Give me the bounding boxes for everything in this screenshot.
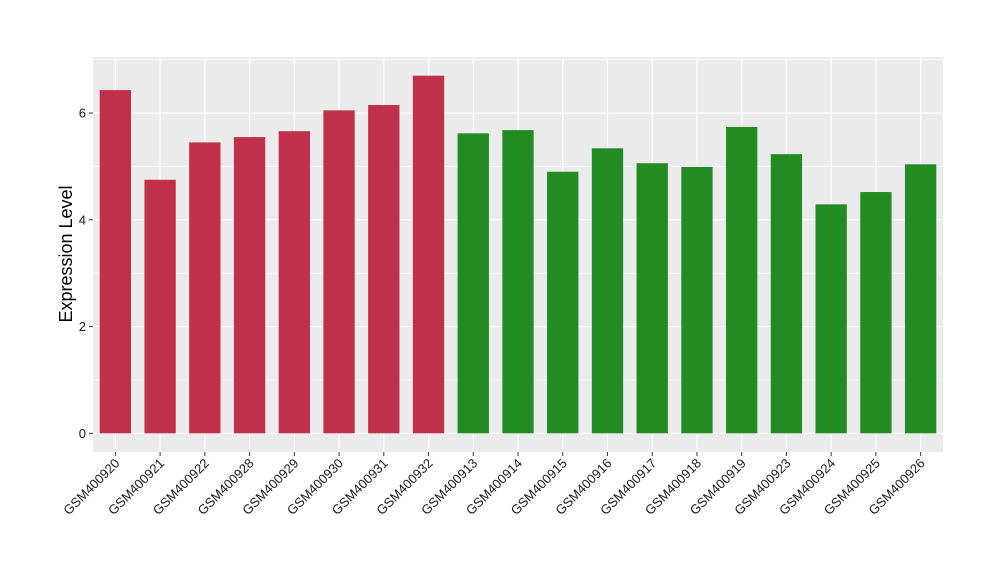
bar-GSM400915 [547, 171, 579, 434]
bar-GSM400914 [502, 130, 534, 434]
bar-GSM400928 [233, 137, 266, 434]
bar-GSM400917 [636, 163, 668, 434]
bar-GSM400922 [189, 142, 221, 434]
bars [99, 75, 937, 434]
y-axis-title: Expression Level [56, 185, 76, 322]
bar-GSM400930 [323, 110, 355, 434]
bar-GSM400924 [815, 204, 847, 434]
bar-GSM400929 [278, 131, 310, 434]
y-tick-label: 0 [79, 426, 86, 441]
y-axis: 0 2 4 6 [79, 106, 93, 441]
bar-GSM400932 [412, 75, 445, 434]
bar-GSM400920 [99, 90, 132, 434]
y-tick-label: 4 [79, 212, 86, 227]
y-tick-label: 6 [79, 106, 86, 121]
bar-GSM400925 [860, 192, 892, 434]
bar-GSM400921 [144, 179, 176, 434]
bar-GSM400919 [726, 126, 758, 434]
bar-GSM400926 [904, 164, 937, 434]
bar-GSM400916 [591, 148, 624, 434]
y-tick-label: 2 [79, 319, 86, 334]
bar-GSM400931 [368, 105, 400, 434]
bar-GSM400923 [770, 154, 803, 434]
bar-GSM400918 [681, 166, 713, 434]
bar-GSM400913 [457, 133, 489, 434]
x-axis: GSM400920GSM400921GSM400922GSM400928GSM4… [60, 452, 928, 518]
